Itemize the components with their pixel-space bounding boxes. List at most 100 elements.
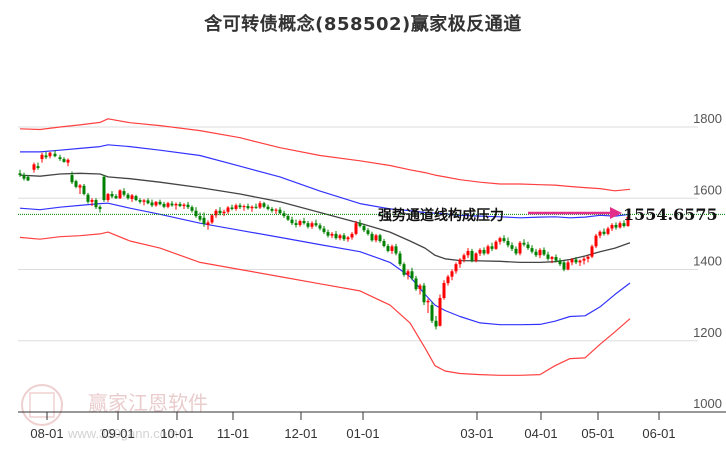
candle	[406, 269, 410, 280]
annotation-text: 强势通道线构成压力	[378, 207, 504, 224]
candle	[306, 221, 310, 229]
candle	[430, 301, 434, 323]
candle	[310, 221, 314, 229]
candle	[230, 204, 234, 211]
candle	[522, 239, 526, 247]
candle	[26, 175, 30, 182]
candle	[66, 158, 70, 167]
candle	[582, 257, 586, 265]
candle	[174, 202, 178, 210]
candle	[40, 152, 44, 163]
candle	[514, 246, 518, 256]
candle	[486, 244, 490, 255]
candle	[494, 240, 498, 250]
candle	[438, 294, 442, 327]
upper-outer-band	[19, 118, 631, 192]
candle	[126, 192, 130, 200]
candle	[270, 207, 274, 213]
candle	[226, 206, 230, 214]
candle	[554, 254, 558, 263]
candle	[574, 257, 578, 265]
candle	[590, 244, 594, 259]
candle	[206, 220, 210, 230]
candle	[118, 189, 122, 199]
x-tick-label: 05-01	[581, 426, 614, 441]
candle	[194, 207, 198, 218]
candle	[578, 259, 582, 266]
candle	[318, 223, 322, 231]
y-tick-label: 1000	[693, 396, 722, 411]
annotation: 强势通道线构成压力 1554.6575	[378, 205, 718, 224]
candle	[302, 217, 306, 225]
candle	[478, 248, 482, 256]
candle	[53, 150, 57, 158]
candle	[90, 198, 94, 207]
candle	[182, 203, 186, 209]
candle	[278, 207, 282, 215]
candle	[490, 242, 494, 251]
upper-inner-band	[20, 144, 631, 219]
candle	[334, 231, 338, 240]
candle	[562, 260, 566, 272]
candle	[36, 162, 40, 170]
candle	[134, 194, 138, 202]
candle	[338, 233, 342, 241]
candle	[498, 236, 502, 245]
candle	[214, 208, 218, 218]
lower-inner-band	[19, 202, 631, 326]
y-axis: 1000 1200 1400 1600 1800	[693, 111, 722, 411]
candle	[378, 233, 382, 243]
candle	[414, 275, 418, 291]
candle	[434, 315, 438, 330]
candle	[186, 201, 190, 209]
candle	[550, 255, 554, 264]
x-tick-label: 03-01	[460, 426, 493, 441]
candle	[466, 248, 470, 259]
candle	[594, 233, 598, 249]
candle	[534, 248, 538, 258]
candle	[362, 223, 366, 233]
candle	[78, 184, 82, 194]
candle	[190, 205, 194, 213]
candle	[250, 205, 254, 212]
candle	[602, 228, 606, 236]
candle	[390, 244, 394, 254]
x-tick-label: 04-01	[524, 426, 557, 441]
candle	[70, 171, 74, 184]
candle	[262, 201, 266, 209]
candle	[138, 198, 142, 204]
candle	[366, 228, 370, 236]
candle	[150, 199, 154, 208]
candle	[326, 229, 330, 238]
candle	[154, 201, 158, 207]
candle	[626, 214, 630, 227]
candle	[426, 298, 430, 313]
candle	[346, 236, 350, 242]
candle	[146, 198, 150, 205]
candle	[294, 219, 298, 228]
lower-outer-band	[19, 231, 631, 376]
x-tick-label: 01-01	[346, 426, 379, 441]
candle	[106, 192, 110, 202]
candle	[110, 191, 114, 199]
candle	[422, 283, 426, 306]
x-tick-label: 11-01	[217, 426, 249, 441]
arrow-head-icon	[610, 207, 622, 219]
candle	[546, 251, 550, 261]
candle	[162, 201, 166, 209]
candle	[82, 184, 86, 196]
candle	[286, 214, 290, 222]
candle	[158, 199, 162, 206]
candle	[342, 233, 346, 241]
candle	[598, 230, 602, 239]
candle	[274, 208, 278, 214]
candle	[410, 267, 414, 281]
y-tick-label: 1400	[693, 254, 722, 269]
candle	[614, 222, 618, 230]
candle	[210, 213, 214, 224]
candle	[542, 247, 546, 256]
candle	[44, 151, 48, 160]
candle	[586, 255, 590, 263]
y-tick-label: 1800	[693, 111, 722, 126]
candle	[502, 235, 506, 243]
